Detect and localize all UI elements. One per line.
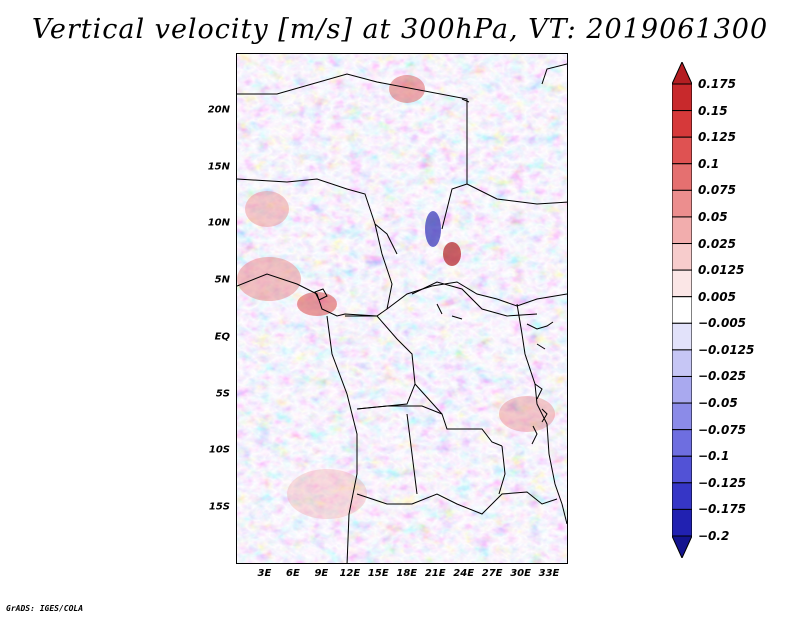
- colorbar-tick-label: −0.1: [698, 449, 730, 464]
- border-car: [411, 281, 538, 317]
- colorbar-tick-label: 0.125: [698, 130, 736, 145]
- strong-updraft-center: [443, 242, 461, 266]
- colorbar-segment: [672, 322, 692, 351]
- lon-tick-label: 21E: [424, 568, 446, 579]
- colorbar-segment: [672, 216, 692, 245]
- colorbar-tick-label: −0.025: [698, 369, 747, 384]
- colorbar-tick-label: −0.005: [698, 316, 747, 331]
- coastline-west: [326, 315, 358, 563]
- lon-tick-label: 6E: [286, 568, 300, 579]
- border-mozambique: [548, 453, 567, 525]
- colorbar-tick-label: 0.1: [698, 156, 720, 171]
- lat-tick-label: EQ: [214, 331, 230, 343]
- border-zambia-south: [356, 491, 558, 515]
- credit-label: GrADS: IGES/COLA: [6, 604, 84, 613]
- updraft-region-north: [389, 75, 425, 103]
- colorbar-tick-label: 0.025: [698, 236, 736, 251]
- lon-tick-label: 24E: [453, 568, 475, 579]
- lakes-great-rift: [531, 383, 548, 445]
- colorbar-segment: [672, 402, 692, 431]
- colorbar-segment: [672, 163, 692, 191]
- updraft-region-east: [499, 396, 555, 432]
- velocity-texture-detail: [237, 54, 567, 563]
- lat-tick-label: 15N: [207, 161, 230, 173]
- border-drc: [414, 383, 503, 447]
- lon-tick-label: 12E: [339, 568, 361, 579]
- coastlines-borders: [237, 63, 567, 563]
- lon-tick-label: 18E: [396, 568, 418, 579]
- colorbar-segment: [672, 375, 692, 404]
- colorbar-tick-label: −0.05: [698, 396, 738, 411]
- colorbar-tick-label: −0.075: [698, 422, 747, 437]
- colorbar-segment: [672, 508, 692, 537]
- colorbar-tick-label: 0.15: [698, 103, 728, 118]
- colorbar-tick-label: 0.005: [698, 289, 736, 304]
- colorbar-tick-label: −0.0125: [698, 342, 755, 357]
- border-angola-east: [406, 413, 418, 495]
- colorbar-top-arrow: [672, 62, 692, 85]
- colorbar-bottom-arrow: [672, 535, 692, 558]
- colorbar-tick-label: 0.0125: [698, 263, 745, 278]
- island-bioko: [314, 288, 328, 301]
- colorbar-segment: [672, 482, 692, 510]
- colorbar: [672, 62, 692, 558]
- border-angola-north: [356, 405, 443, 415]
- chart-title: Vertical velocity [m/s] at 300hPa, VT: 2…: [31, 14, 769, 45]
- border-northeast: [461, 63, 567, 103]
- velocity-field-map: [237, 54, 567, 563]
- updraft-region-south: [287, 469, 367, 519]
- lat-tick-label: 5N: [214, 274, 230, 286]
- colorbar-segment: [672, 296, 692, 324]
- lon-tick-label: 9E: [314, 568, 329, 579]
- colorbar-tick-label: −0.175: [698, 502, 747, 517]
- colorbar-segment: [672, 455, 692, 484]
- lake-victoria: [526, 321, 554, 350]
- lat-tick-label: 15S: [208, 501, 230, 513]
- lat-tick-label: 10N: [207, 217, 230, 229]
- colorbar-segment: [672, 429, 692, 457]
- colorbar-segment: [672, 136, 692, 165]
- colorbar-tick-label: −0.2: [698, 529, 730, 543]
- colorbar-segment: [672, 269, 692, 298]
- colorbar-segment: [672, 243, 692, 271]
- strong-updraft-region: [297, 292, 337, 316]
- colorbar-tick-label: 0.175: [698, 77, 736, 91]
- border-zambia-east: [498, 445, 506, 495]
- lon-tick-label: 3E: [257, 568, 272, 579]
- border-cameroon: [374, 223, 393, 310]
- colorbar-segment: [672, 349, 692, 377]
- updraft-region-west: [237, 257, 301, 301]
- colorbar-segment: [672, 189, 692, 218]
- updraft-region-northwest: [245, 191, 289, 227]
- border-sahel: [237, 178, 398, 255]
- border-sudan: [466, 183, 567, 205]
- colorbar-tick-label: 0.075: [698, 183, 736, 198]
- lon-tick-label: 33E: [538, 568, 560, 579]
- river-marks: [436, 303, 463, 320]
- border-north: [237, 73, 468, 230]
- lat-tick-label: 20N: [207, 104, 230, 116]
- colorbar-tick-label: 0.05: [698, 209, 728, 224]
- colorbar-segment: [672, 110, 692, 138]
- strong-downdraft-center: [425, 211, 441, 247]
- lon-tick-label: 27E: [481, 568, 503, 579]
- lon-tick-label: 30E: [510, 568, 531, 579]
- lat-tick-label: 10S: [208, 444, 230, 456]
- lat-tick-label: 5S: [215, 388, 230, 400]
- colorbar-segment: [672, 83, 692, 112]
- colorbar-tick-label: −0.125: [698, 475, 747, 490]
- map-plot-area: [236, 53, 568, 564]
- lon-tick-label: 15E: [367, 568, 389, 579]
